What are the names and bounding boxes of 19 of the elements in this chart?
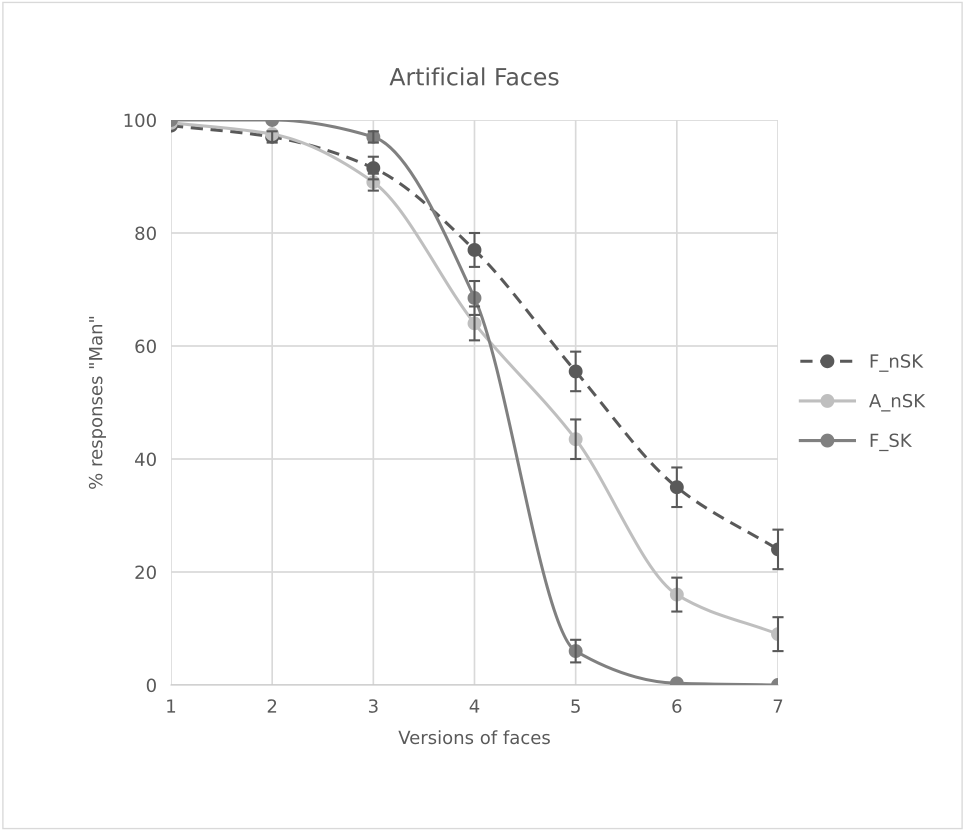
y-tick-label: 20 (135, 565, 156, 580)
x-tick-label: 7 (774, 699, 782, 713)
legend-label: F_SK (870, 433, 912, 452)
legend-label: F_nSK (870, 354, 924, 372)
chart-title: Artificial Faces (390, 67, 559, 86)
y-tick-label: 80 (135, 226, 156, 240)
x-tick-label: 6 (672, 699, 682, 713)
x-tick-label: 1 (167, 699, 176, 713)
y-tick-label: 0 (146, 678, 156, 692)
y-tick-label: 40 (135, 452, 156, 466)
x-tick-label: 2 (268, 699, 276, 713)
y-tick-label: 100 (124, 113, 156, 128)
legend-label: A_nSK (869, 394, 926, 412)
x-axis-title: Versions of faces (398, 730, 550, 744)
y-axis-title: % responses "Man" (88, 316, 106, 489)
y-tick-label: 60 (135, 339, 156, 354)
x-tick-label: 5 (571, 699, 580, 713)
x-tick-label: 3 (368, 699, 378, 713)
x-tick-label: 4 (470, 699, 480, 713)
